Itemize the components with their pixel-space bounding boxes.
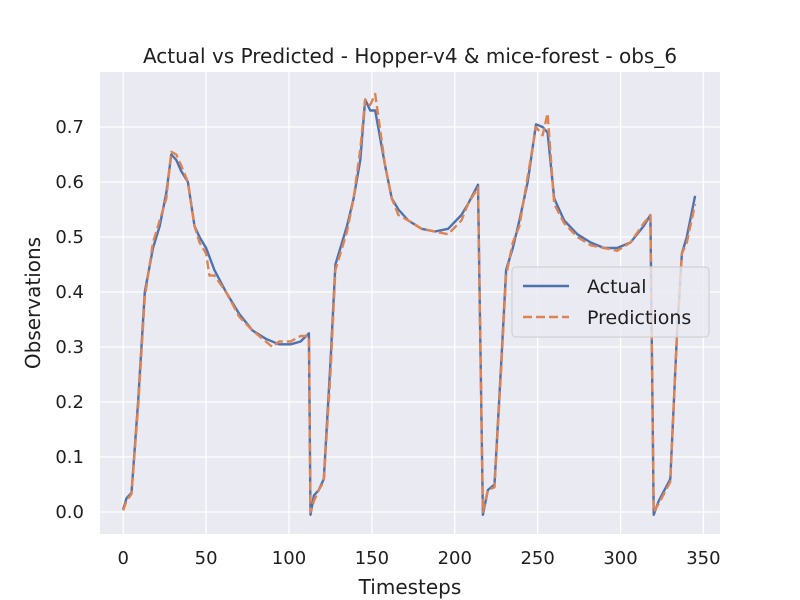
legend-label-predictions: Predictions	[587, 307, 691, 329]
series-line-predictions	[122, 92, 697, 514]
y-tick-label: 0.2	[55, 392, 84, 413]
legend-label-actual: Actual	[587, 276, 647, 298]
y-tick-label: 0.5	[55, 227, 84, 248]
x-tick-label: 150	[355, 548, 389, 569]
y-tick-label: 0.0	[55, 502, 84, 523]
y-axis-ticks: 0.0 0.1 0.2 0.3 0.4 0.5 0.6 0.7	[55, 117, 84, 523]
legend-box	[511, 266, 710, 338]
x-tick-label: 250	[520, 548, 554, 569]
x-tick-label: 0	[117, 548, 128, 569]
y-tick-label: 0.3	[55, 337, 84, 358]
x-tick-label: 100	[272, 548, 306, 569]
x-axis-ticks: 0 50 100 150 200 250 300 350	[117, 548, 720, 569]
x-tick-label: 300	[603, 548, 637, 569]
chart-title: Actual vs Predicted - Hopper-v4 & mice-f…	[143, 44, 677, 68]
x-tick-label: 50	[195, 548, 218, 569]
x-tick-label: 200	[438, 548, 472, 569]
y-axis-label: Observations	[21, 237, 45, 369]
legend: Actual Predictions	[511, 266, 710, 338]
series-lines	[122, 92, 697, 516]
x-axis-label: Timesteps	[358, 575, 462, 599]
gridlines	[100, 72, 720, 534]
y-tick-label: 0.1	[55, 447, 84, 468]
y-tick-label: 0.6	[55, 172, 84, 193]
x-tick-label: 350	[686, 548, 720, 569]
y-tick-label: 0.4	[55, 282, 84, 303]
y-tick-label: 0.7	[55, 117, 84, 138]
